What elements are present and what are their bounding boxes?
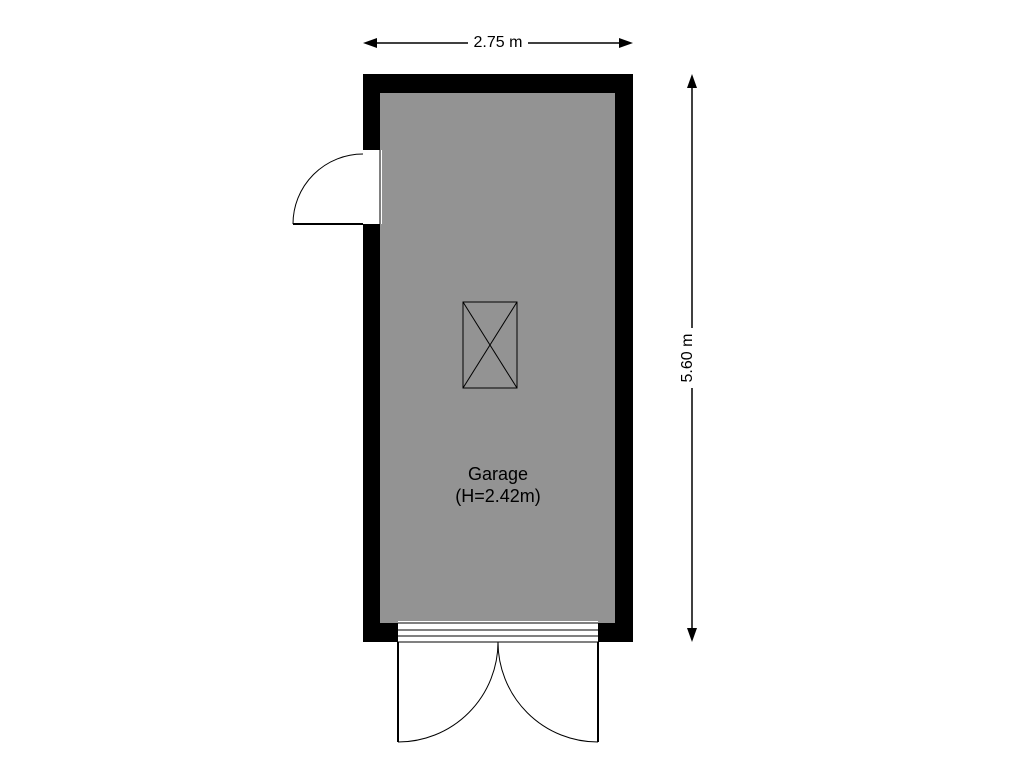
dim-width-label: 2.75 m	[474, 34, 523, 51]
garage-door-arc-right	[498, 642, 598, 742]
dim-width-arrow-left	[363, 38, 377, 48]
dim-width-arrow-right	[619, 38, 633, 48]
garage-door-opening	[398, 621, 598, 644]
dim-height-arrow-bottom	[687, 628, 697, 642]
garage-door-arc-left	[398, 642, 498, 742]
side-door-opening	[360, 150, 382, 224]
room-name-label: Garage	[468, 464, 528, 484]
floorplan-canvas: Garage (H=2.42m) 2.75 m 5.60 m	[0, 0, 1024, 768]
dim-height-arrow-top	[687, 74, 697, 88]
room-height-label: (H=2.42m)	[455, 486, 541, 506]
dim-height-label: 5.60 m	[679, 334, 696, 383]
room-floor	[380, 93, 615, 623]
garage-door-jamb-left	[380, 623, 398, 642]
side-door-arc	[293, 154, 363, 224]
garage-door-jamb-right	[598, 623, 615, 642]
